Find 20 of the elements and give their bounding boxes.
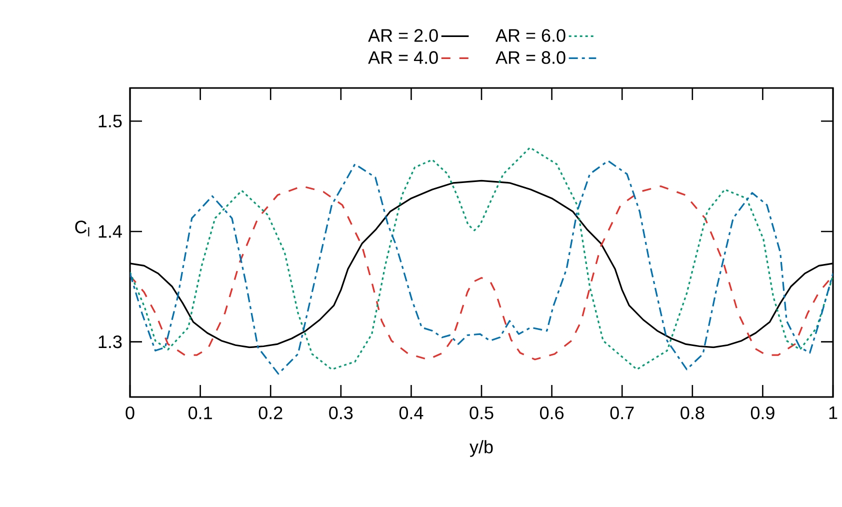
x-axis-title: y/b [470,440,493,457]
x-tick-label: 0.3 [329,406,353,420]
legend-label: AR = 6.0 [496,29,566,42]
x-tick-label: 0.9 [750,406,774,420]
x-tick-label: 1 [829,406,838,419]
y-axis-title: C$_{l}$ [75,220,90,236]
y-tick-label: 1.4 [98,225,122,238]
x-tick-label: 0.8 [680,406,704,420]
x-tick-label: 0.6 [540,406,564,420]
x-tick-label: 0 [126,406,134,420]
x-tick-label: 0.7 [610,406,634,420]
legend-label: AR = 4.0 [368,51,438,64]
x-tick-label: 0.5 [470,406,494,420]
x-tick-label: 0.1 [188,406,212,420]
y-tick-label: 1.3 [98,335,122,348]
legend-label: AR = 8.0 [496,51,566,64]
legend-label: AR = 2.0 [368,29,438,42]
x-tick-label: 0.4 [399,406,424,420]
x-tick-label: 0.2 [258,406,282,420]
y-tick-label: 1.5 [98,114,122,128]
